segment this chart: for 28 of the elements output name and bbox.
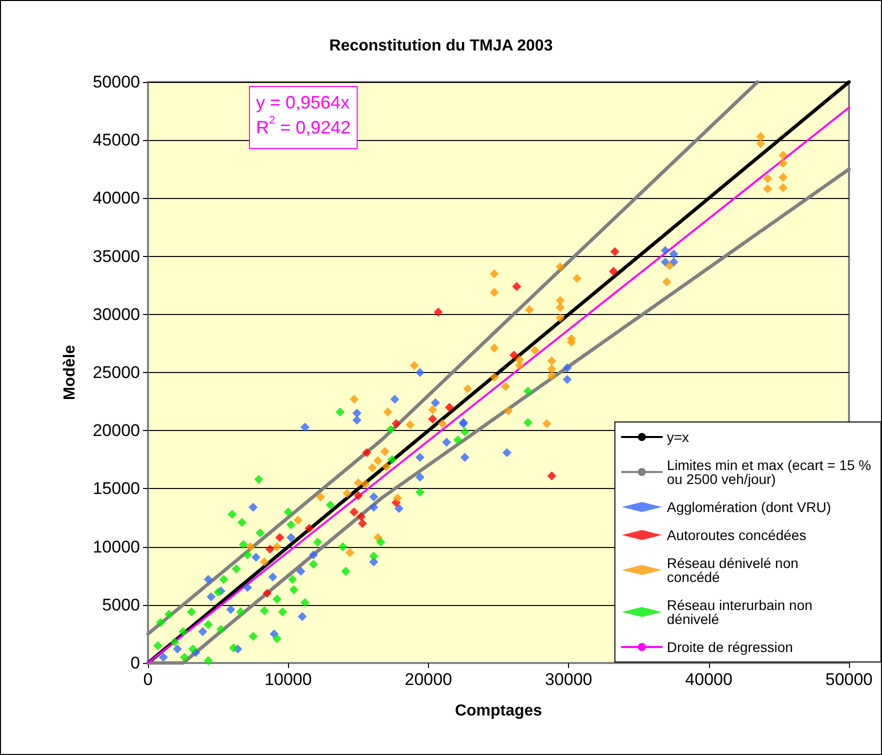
x-tick-label: 10000	[264, 670, 312, 689]
legend-label: Agglomération (dont VRU)	[666, 499, 832, 515]
legend-label: Réseau interurbain non dénivelé	[666, 597, 816, 627]
legend-label: Autoroutes concédées	[666, 527, 806, 543]
y-tick-label: 30000	[92, 304, 140, 324]
x-tick-label: 0	[143, 670, 153, 689]
y-tick-label: 45000	[92, 130, 140, 150]
annotation: y = 0,9564x	[256, 92, 350, 112]
x-axis-title: Comptages	[454, 702, 542, 720]
y-tick-label: 15000	[92, 479, 140, 498]
legend-label: Limites min et max (ecart = 15 % ou 2500 veh/jour)	[666, 457, 876, 487]
x-tick-label: 50000	[825, 670, 873, 689]
x-tick-label: 30000	[544, 670, 592, 689]
legend-label: y=x	[666, 429, 690, 445]
y-tick-label: 10000	[92, 537, 140, 556]
y-tick-label: 5000	[102, 595, 140, 614]
legend-label: Réseau dénivelé non concédé	[666, 555, 802, 585]
y-tick-label: 40000	[92, 188, 140, 208]
y-axis-title: Modèle	[62, 344, 78, 400]
y-tick-label: 35000	[92, 246, 140, 266]
y-tick-label: 0	[130, 654, 140, 672]
y-tick-label: 20000	[92, 421, 140, 440]
y-tick-label: 50000	[92, 72, 140, 92]
y-tick-label: 25000	[92, 363, 140, 382]
x-tick-label: 40000	[685, 670, 732, 689]
chart-title: Reconstitution du TMJA 2003	[329, 38, 553, 54]
legend-label: Droite de régression	[666, 639, 793, 655]
x-tick-label: 20000	[404, 670, 452, 689]
